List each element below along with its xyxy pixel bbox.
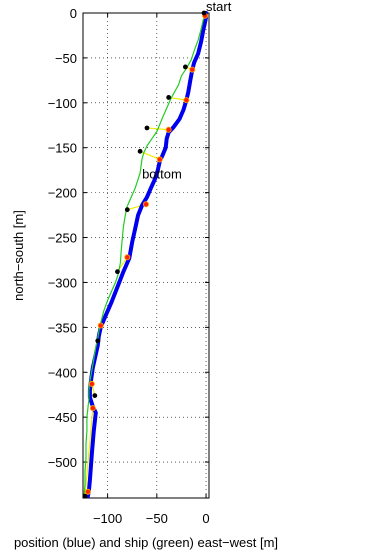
annotation-layer: start bottom: [142, 0, 232, 181]
x-tick-label: 0: [202, 511, 209, 526]
annotation-start: start: [206, 0, 232, 14]
black-marker: [124, 207, 130, 213]
red-marker: [89, 405, 96, 412]
y-tick-label: −50: [55, 51, 77, 66]
red-marker: [189, 66, 196, 73]
marker-layer: [82, 10, 209, 499]
red-marker: [183, 97, 190, 104]
y-tick-label: −300: [48, 275, 77, 290]
y-tick-label: −400: [48, 365, 77, 380]
y-tick-label: −150: [48, 141, 77, 156]
red-marker: [97, 322, 104, 329]
black-marker: [95, 338, 101, 344]
x-tick-label: −100: [93, 511, 122, 526]
tether-line: [84, 408, 94, 497]
black-marker: [82, 493, 88, 499]
black-marker: [137, 148, 143, 154]
red-marker: [165, 126, 172, 133]
red-marker: [84, 488, 91, 495]
tether-layer: [84, 12, 206, 497]
red-marker: [124, 254, 131, 261]
black-marker: [166, 95, 172, 100]
black-marker: [92, 393, 98, 399]
y-tick-label: −500: [48, 455, 77, 470]
annotation-bottom: bottom: [142, 166, 182, 181]
plot-frame: [82, 12, 210, 499]
black-marker: [201, 10, 207, 16]
x-axis-label: position (blue) and ship (green) east−we…: [14, 535, 278, 550]
y-tick-label: −100: [48, 96, 77, 111]
ticks-layer: −100 −50 00−50−100−150−200−250−300−350−400…: [48, 6, 210, 526]
y-tick-label: −200: [48, 186, 77, 201]
red-marker: [88, 380, 95, 387]
red-marker: [142, 201, 149, 208]
y-tick-label: −350: [48, 320, 77, 335]
red-marker: [156, 156, 163, 163]
series-layer: [83, 11, 208, 499]
black-marker: [115, 269, 120, 275]
black-marker: [182, 64, 188, 70]
ship-line-green: [83, 12, 207, 497]
position-line-blue: [85, 11, 208, 499]
y-tick-label: −250: [48, 231, 77, 246]
y-tick-label: −450: [48, 410, 77, 425]
y-tick-label: 0: [70, 6, 77, 21]
y-axis-label: north−south [m]: [11, 210, 26, 301]
black-marker: [144, 125, 150, 131]
x-tick-label: −50: [146, 511, 168, 526]
